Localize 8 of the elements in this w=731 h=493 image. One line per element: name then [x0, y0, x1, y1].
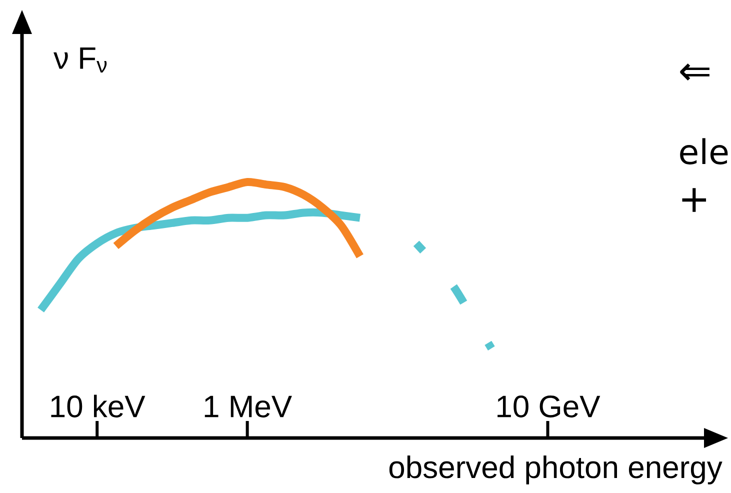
x-tick-label: 10 keV [51, 394, 146, 418]
x-tick-label: 1 MeV [204, 396, 292, 418]
y-axis-title: ν F$_{ν}$ [54, 47, 107, 73]
x-tick-label: 10 GeV [498, 396, 600, 418]
annotation: + [682, 188, 706, 212]
text: ⇐ [680, 63, 710, 81]
x-axis-title: observed photon energy [389, 456, 722, 484]
text: ele [680, 138, 728, 164]
